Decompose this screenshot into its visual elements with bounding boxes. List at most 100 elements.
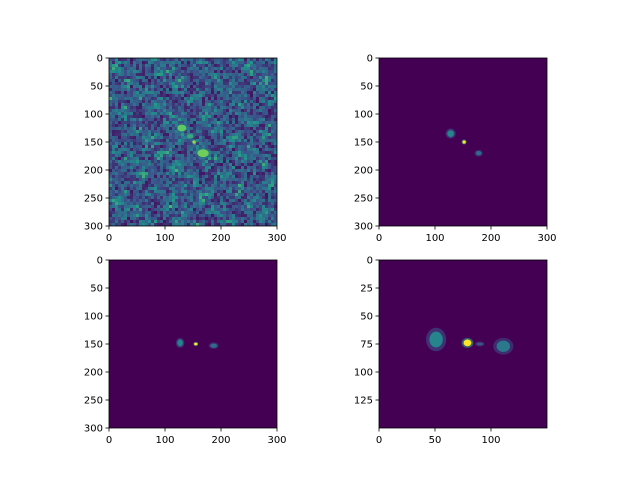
heatmap-cell bbox=[262, 178, 266, 182]
heatmap-cell bbox=[136, 181, 140, 185]
heatmap-cell bbox=[178, 91, 182, 95]
heatmap-cell bbox=[145, 112, 149, 116]
heatmap-cell bbox=[223, 211, 227, 215]
heatmap-cell bbox=[133, 217, 137, 221]
heatmap-cell bbox=[166, 217, 170, 221]
heatmap-cell bbox=[151, 199, 155, 203]
heatmap-cell bbox=[187, 100, 191, 104]
heatmap-cell bbox=[193, 172, 197, 176]
heatmap-cell bbox=[244, 73, 248, 77]
heatmap-cell bbox=[229, 166, 233, 170]
heatmap-cell bbox=[184, 190, 188, 194]
heatmap-cell bbox=[148, 214, 152, 218]
heatmap-cell bbox=[250, 181, 254, 185]
heatmap-cell bbox=[226, 196, 230, 200]
heatmap-cell bbox=[229, 202, 233, 206]
heatmap-cell bbox=[202, 145, 206, 149]
heatmap-cell bbox=[127, 193, 131, 197]
heatmap-cell bbox=[184, 61, 188, 65]
heatmap-cell bbox=[130, 214, 134, 218]
heatmap-cell bbox=[271, 139, 275, 143]
heatmap-cell bbox=[187, 139, 191, 143]
heatmap-cell bbox=[115, 100, 119, 104]
heatmap-cell bbox=[148, 211, 152, 215]
heatmap-cell bbox=[118, 214, 122, 218]
heatmap-cell bbox=[187, 76, 191, 80]
heatmap-cell bbox=[142, 217, 146, 221]
heatmap-cell bbox=[217, 124, 221, 128]
heatmap-cell bbox=[109, 187, 113, 191]
heatmap-cell bbox=[271, 73, 275, 77]
heatmap-cell bbox=[139, 115, 143, 119]
heatmap-cell bbox=[193, 85, 197, 89]
heatmap-cell bbox=[223, 154, 227, 158]
heatmap-cell bbox=[229, 73, 233, 77]
heatmap-cell bbox=[190, 175, 194, 179]
heatmap-cell bbox=[241, 133, 245, 137]
heatmap-cell bbox=[205, 94, 209, 98]
heatmap-cell bbox=[172, 163, 176, 167]
heatmap-cell bbox=[160, 100, 164, 104]
heatmap-cell bbox=[127, 82, 131, 86]
heatmap-cell bbox=[190, 142, 194, 146]
heatmap-cell bbox=[148, 190, 152, 194]
heatmap-cell bbox=[241, 58, 245, 62]
heatmap-cell bbox=[148, 61, 152, 65]
heatmap-cell bbox=[130, 136, 134, 140]
heatmap-cell bbox=[214, 190, 218, 194]
heatmap-cell bbox=[139, 91, 143, 95]
heatmap-cell bbox=[196, 163, 200, 167]
heatmap-cell bbox=[247, 223, 251, 226]
heatmap-cell bbox=[262, 115, 266, 119]
heatmap-cell bbox=[271, 67, 275, 71]
heatmap-cell bbox=[262, 136, 266, 140]
heatmap-cell bbox=[241, 223, 245, 226]
heatmap-cell bbox=[187, 157, 191, 161]
heatmap-cell bbox=[172, 118, 176, 122]
heatmap-cell bbox=[181, 169, 185, 173]
heatmap-cell bbox=[250, 163, 254, 167]
heatmap-cell bbox=[157, 154, 161, 158]
heatmap-cell bbox=[235, 100, 239, 104]
heatmap-cell bbox=[130, 112, 134, 116]
heatmap-cell bbox=[169, 175, 173, 179]
heatmap-cell bbox=[187, 130, 191, 134]
heatmap-cell bbox=[181, 109, 185, 113]
heatmap-cell bbox=[148, 88, 152, 92]
heatmap-cell bbox=[145, 217, 149, 221]
heatmap-cell bbox=[163, 223, 167, 226]
heatmap-cell bbox=[202, 211, 206, 215]
heatmap-cell bbox=[148, 91, 152, 95]
heatmap-cell bbox=[124, 190, 128, 194]
heatmap-cell bbox=[184, 139, 188, 143]
heatmap-cell bbox=[136, 85, 140, 89]
heatmap-cell bbox=[148, 76, 152, 80]
heatmap-cell bbox=[247, 184, 251, 188]
heatmap-cell bbox=[163, 196, 167, 200]
heatmap-cell bbox=[145, 124, 149, 128]
heatmap-cell bbox=[217, 208, 221, 212]
heatmap-cell bbox=[145, 97, 149, 101]
heatmap-cell bbox=[127, 166, 131, 170]
heatmap-cell bbox=[235, 169, 239, 173]
heatmap-cell bbox=[124, 139, 128, 143]
heatmap-cell bbox=[160, 76, 164, 80]
heatmap-cell bbox=[262, 160, 266, 164]
heatmap-cell bbox=[253, 136, 257, 140]
heatmap-cell bbox=[190, 73, 194, 77]
heatmap-cell bbox=[154, 223, 158, 226]
heatmap-cell bbox=[178, 121, 182, 125]
heatmap-cell bbox=[226, 190, 230, 194]
heatmap-cell bbox=[226, 103, 230, 107]
heatmap-cell bbox=[193, 121, 197, 125]
heatmap-cell bbox=[181, 163, 185, 167]
heatmap-cell bbox=[232, 169, 236, 173]
heatmap-cell bbox=[265, 184, 269, 188]
heatmap-cell bbox=[274, 196, 277, 200]
heatmap-cell bbox=[271, 106, 275, 110]
heatmap-cell bbox=[118, 166, 122, 170]
heatmap-cell bbox=[199, 58, 203, 62]
heatmap-cell bbox=[268, 187, 272, 191]
heatmap-cell bbox=[112, 82, 116, 86]
heatmap-cell bbox=[115, 112, 119, 116]
